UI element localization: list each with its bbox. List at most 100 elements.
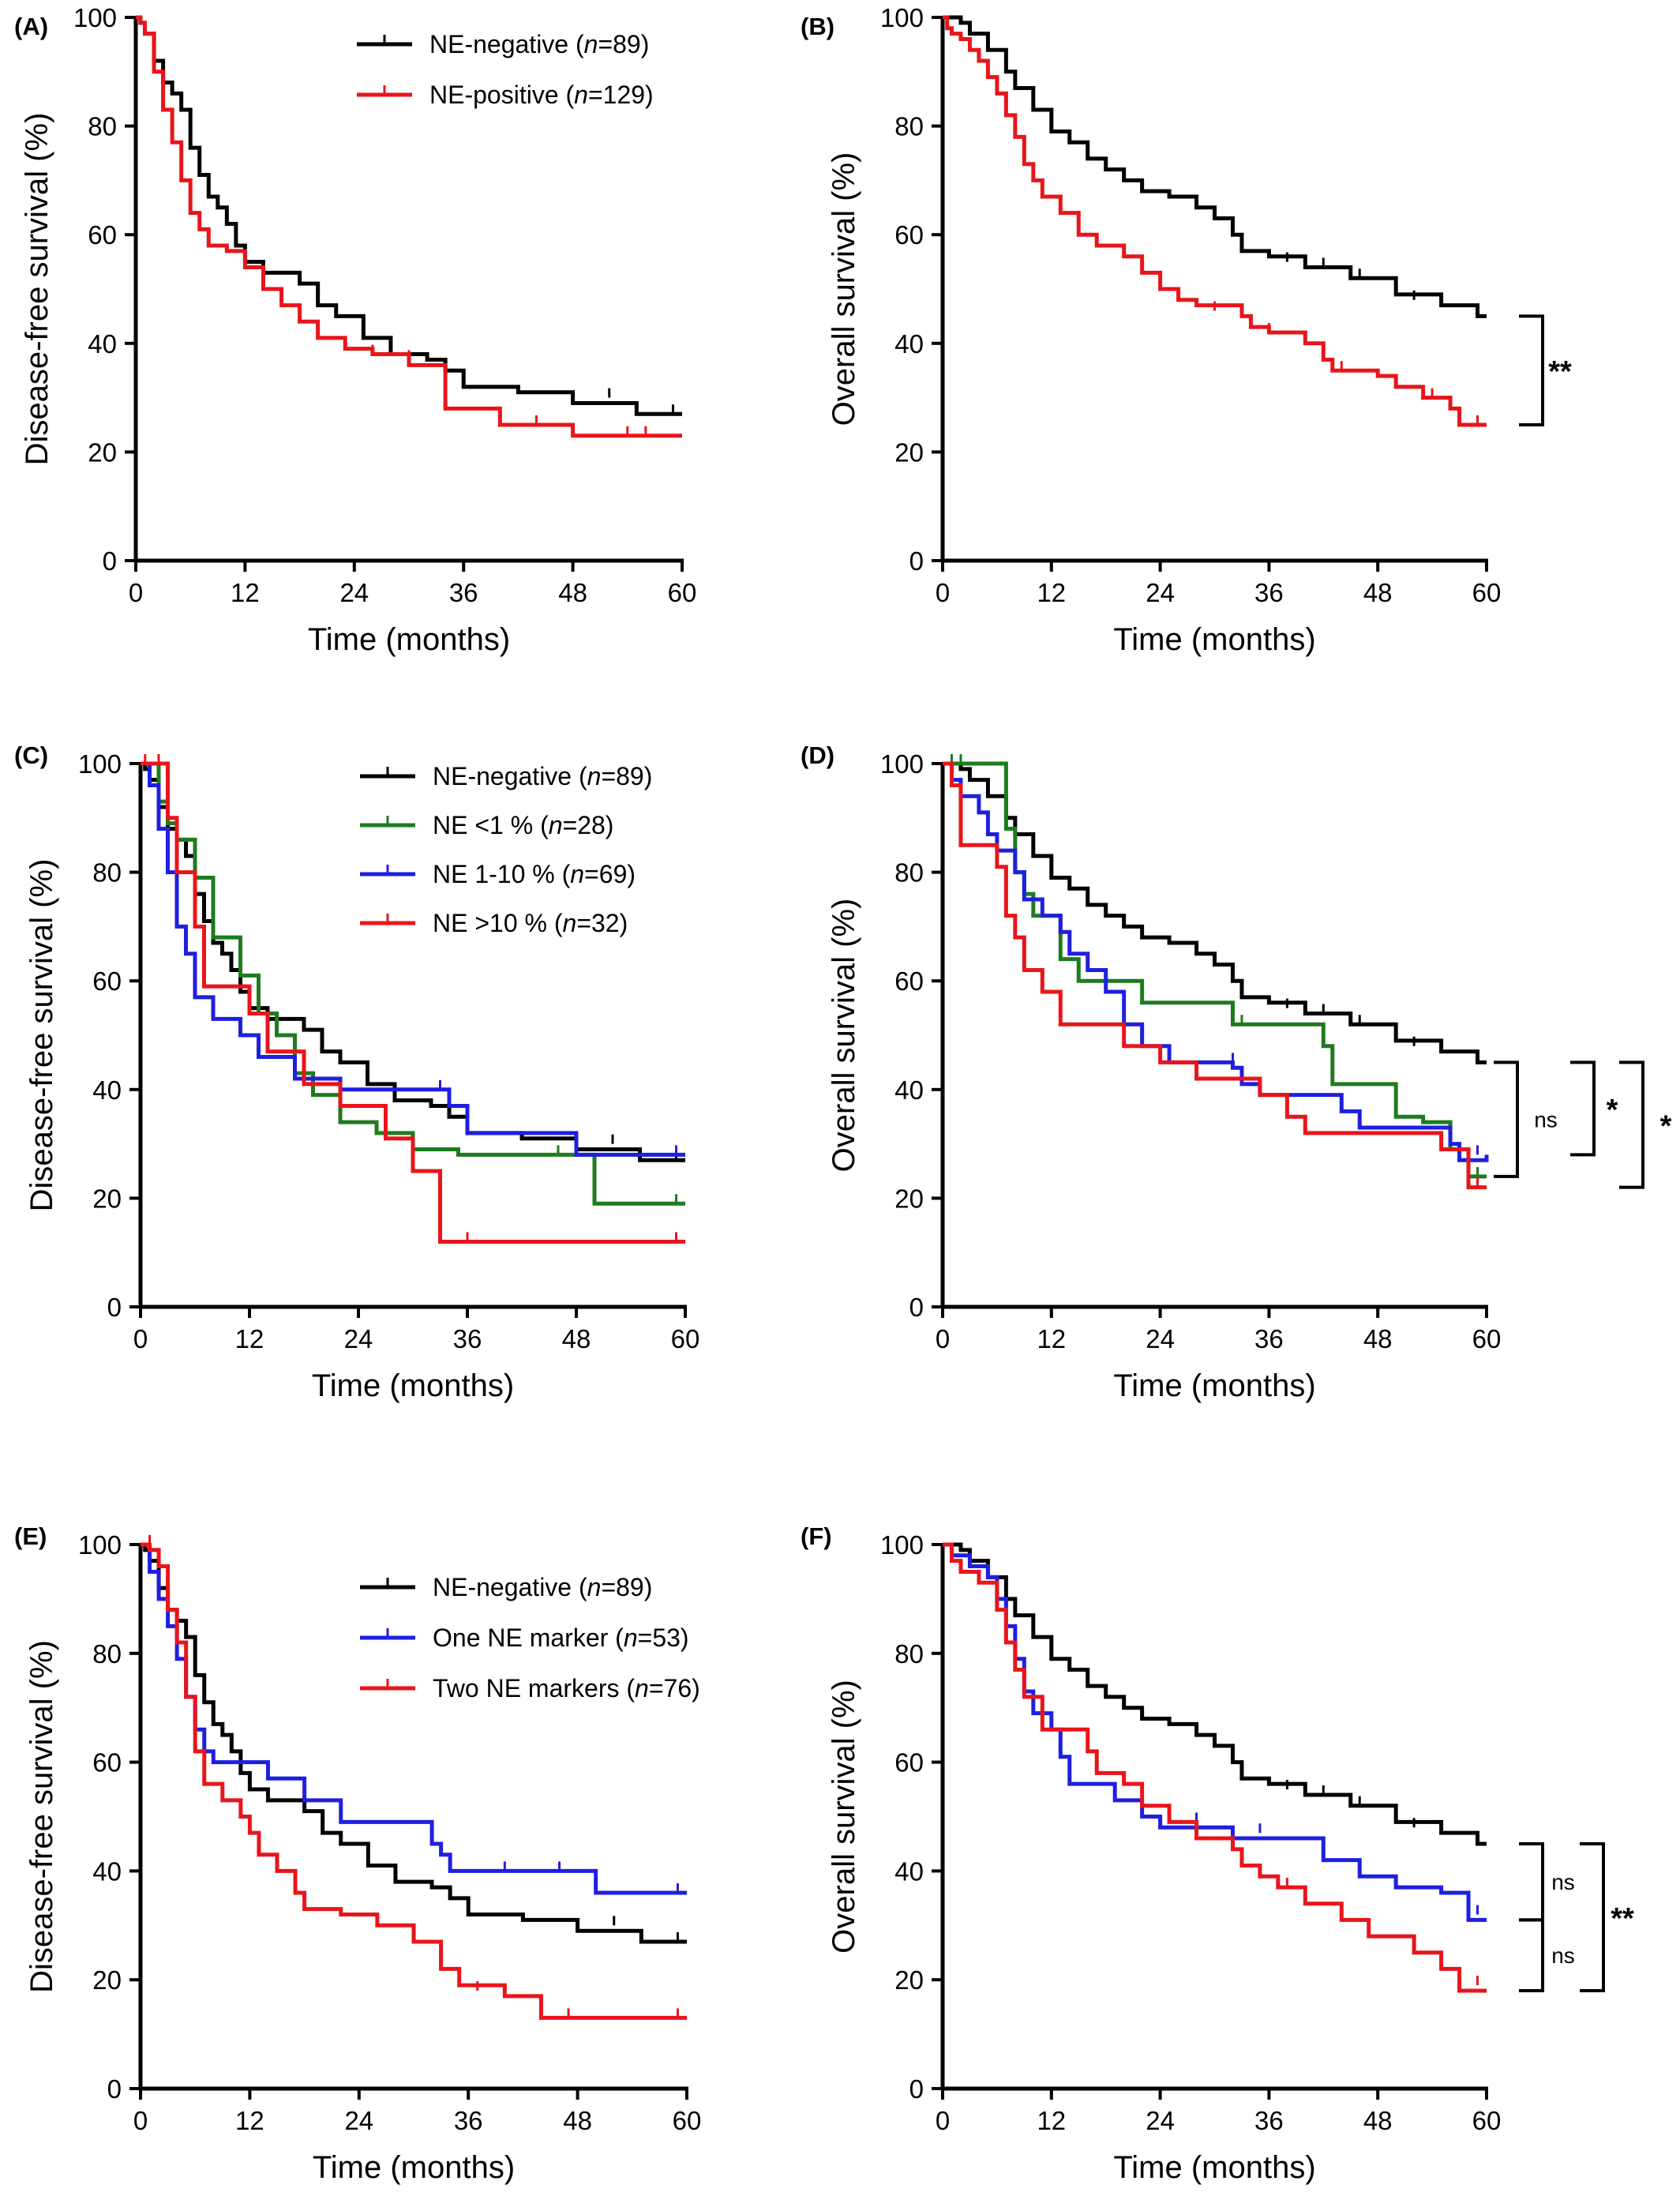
panel-d: (D) 0 20 40 60 80 100 0 12 24 36 48 60 Overall surviv… <box>801 741 1672 1403</box>
significance-label: ** <box>1548 355 1572 389</box>
y-tick-label: 60 <box>894 1748 924 1777</box>
x-axis-label: Time (months) <box>313 2150 515 2185</box>
x-tick-label: 12 <box>1037 1324 1066 1353</box>
y-tick-label: 20 <box>894 437 924 467</box>
legend-entry: NE-negative (n=89) <box>429 30 649 58</box>
legend-n-symbol: n <box>570 860 584 888</box>
legend-entry: One NE marker (n=53) <box>433 1624 689 1652</box>
x-tick-label: 0 <box>133 1324 148 1353</box>
legend-entry: NE 1-10 % (n=69) <box>433 860 636 888</box>
x-tick-label: 60 <box>673 2106 702 2135</box>
survival-curve-2 <box>943 1542 1487 1922</box>
y-axis-label: Overall survival (%) <box>827 152 861 426</box>
y-tick-label: 60 <box>92 1748 122 1777</box>
legend-paren-open: ( <box>555 860 571 888</box>
x-tick-label: 48 <box>1363 1324 1393 1353</box>
y-tick-label: 40 <box>92 1075 122 1105</box>
y-axis-label: Disease-free survival (%) <box>20 113 54 466</box>
survival-curve-3 <box>141 1542 687 2020</box>
x-axis-label: Time (months) <box>1113 622 1315 657</box>
legend-paren-close: ) <box>606 811 614 839</box>
x-tick-label: 36 <box>1254 2106 1284 2135</box>
panel-b: (B) 0 20 40 60 80 100 0 12 24 36 48 60 Overall surviv… <box>801 3 1572 657</box>
survival-curve-4 <box>141 761 685 1244</box>
legend-label: NE-negative <box>433 1573 572 1601</box>
legend-paren-close: ) <box>681 1624 689 1652</box>
x-tick-label: 48 <box>1363 2106 1393 2135</box>
legend-n-symbol: n <box>624 1624 638 1652</box>
y-tick-label: 100 <box>73 3 117 32</box>
x-axis-label: Time (months) <box>1113 2150 1315 2185</box>
y-tick-label: 80 <box>92 1639 122 1669</box>
x-tick-label: 0 <box>133 2106 148 2135</box>
legend-eq: = <box>563 811 578 839</box>
y-tick-label: 20 <box>88 437 117 467</box>
y-tick-label: 40 <box>894 1856 924 1886</box>
y-axis-label: Disease-free survival (%) <box>24 1640 59 1993</box>
legend-paren-open: ( <box>572 762 587 790</box>
significance-label: * <box>1660 1110 1672 1143</box>
y-tick-label: 60 <box>894 967 924 996</box>
y-tick-label: 20 <box>92 1184 122 1213</box>
legend-entry: NE >10 % (n=32) <box>433 909 628 937</box>
y-tick-label: 100 <box>880 3 924 32</box>
legend-paren-open: ( <box>572 1573 587 1601</box>
legend-n-symbol: n <box>587 762 602 790</box>
x-tick-label: 24 <box>1146 2106 1175 2135</box>
legend-paren-close: ) <box>644 762 653 790</box>
panel-label: (A) <box>14 13 48 40</box>
legend-label: NE-positive <box>429 81 559 109</box>
y-tick-label: 80 <box>92 858 122 888</box>
panel-label: (E) <box>14 1522 47 1550</box>
x-tick-label: 48 <box>562 1324 591 1353</box>
x-tick-label: 0 <box>936 1324 950 1353</box>
legend-n-value: 129 <box>603 81 645 109</box>
x-tick-label: 24 <box>344 1324 373 1353</box>
y-tick-label: 40 <box>92 1856 122 1886</box>
y-tick-label: 0 <box>909 1293 924 1322</box>
legend-paren-close: ) <box>641 30 650 58</box>
x-tick-label: 36 <box>1254 1324 1284 1353</box>
y-tick-label: 40 <box>894 1075 924 1105</box>
y-tick-label: 20 <box>894 1184 924 1213</box>
legend-n-symbol: n <box>574 81 588 109</box>
legend-n-value: 32 <box>591 909 620 937</box>
survival-curve-3 <box>943 1542 1487 1993</box>
legend-eq: = <box>598 30 613 58</box>
legend-paren-open: ( <box>533 811 549 839</box>
legend-n-symbol: n <box>549 811 563 839</box>
legend-entry: NE-negative (n=89) <box>433 1573 652 1601</box>
panel-label: (F) <box>801 1522 832 1550</box>
legend-entry: NE-positive (n=129) <box>429 81 654 109</box>
legend-n-symbol: n <box>635 1674 649 1702</box>
legend-label: NE 1-10 % <box>433 860 555 888</box>
x-tick-label: 24 <box>1146 1324 1175 1353</box>
y-axis-label: Overall survival (%) <box>827 1680 861 1954</box>
legend-entry: NE <1 % (n=28) <box>433 811 613 839</box>
significance-bracket <box>1619 1060 1644 1189</box>
significance-bracket <box>1494 1060 1519 1178</box>
survival-curve-2 <box>943 15 1487 427</box>
y-tick-label: 80 <box>894 858 924 888</box>
significance-label: ns <box>1551 1870 1575 1894</box>
significance-bracket <box>1580 1841 1605 1992</box>
significance-label: * <box>1607 1094 1618 1127</box>
legend-paren-close: ) <box>644 1573 653 1601</box>
x-tick-label: 12 <box>1037 2106 1066 2135</box>
x-tick-label: 0 <box>936 578 950 607</box>
y-tick-label: 60 <box>88 220 117 250</box>
panel-e: (E) 0 20 40 60 80 100 0 12 24 36 48 60 Disease-free s… <box>14 1522 701 2185</box>
legend-paren-open: ( <box>547 909 563 937</box>
legend-n-value: 28 <box>577 811 606 839</box>
legend-n-symbol: n <box>587 1573 602 1601</box>
x-tick-label: 0 <box>129 578 143 607</box>
panel-label: (B) <box>801 13 834 40</box>
legend-paren-close: ) <box>627 860 636 888</box>
y-tick-label: 40 <box>894 329 924 358</box>
y-tick-label: 80 <box>894 112 924 141</box>
survival-curve-4 <box>943 761 1487 1190</box>
legend-n-value: 89 <box>613 30 641 58</box>
survival-curve-1 <box>943 761 1487 1064</box>
y-tick-label: 80 <box>894 1639 924 1669</box>
